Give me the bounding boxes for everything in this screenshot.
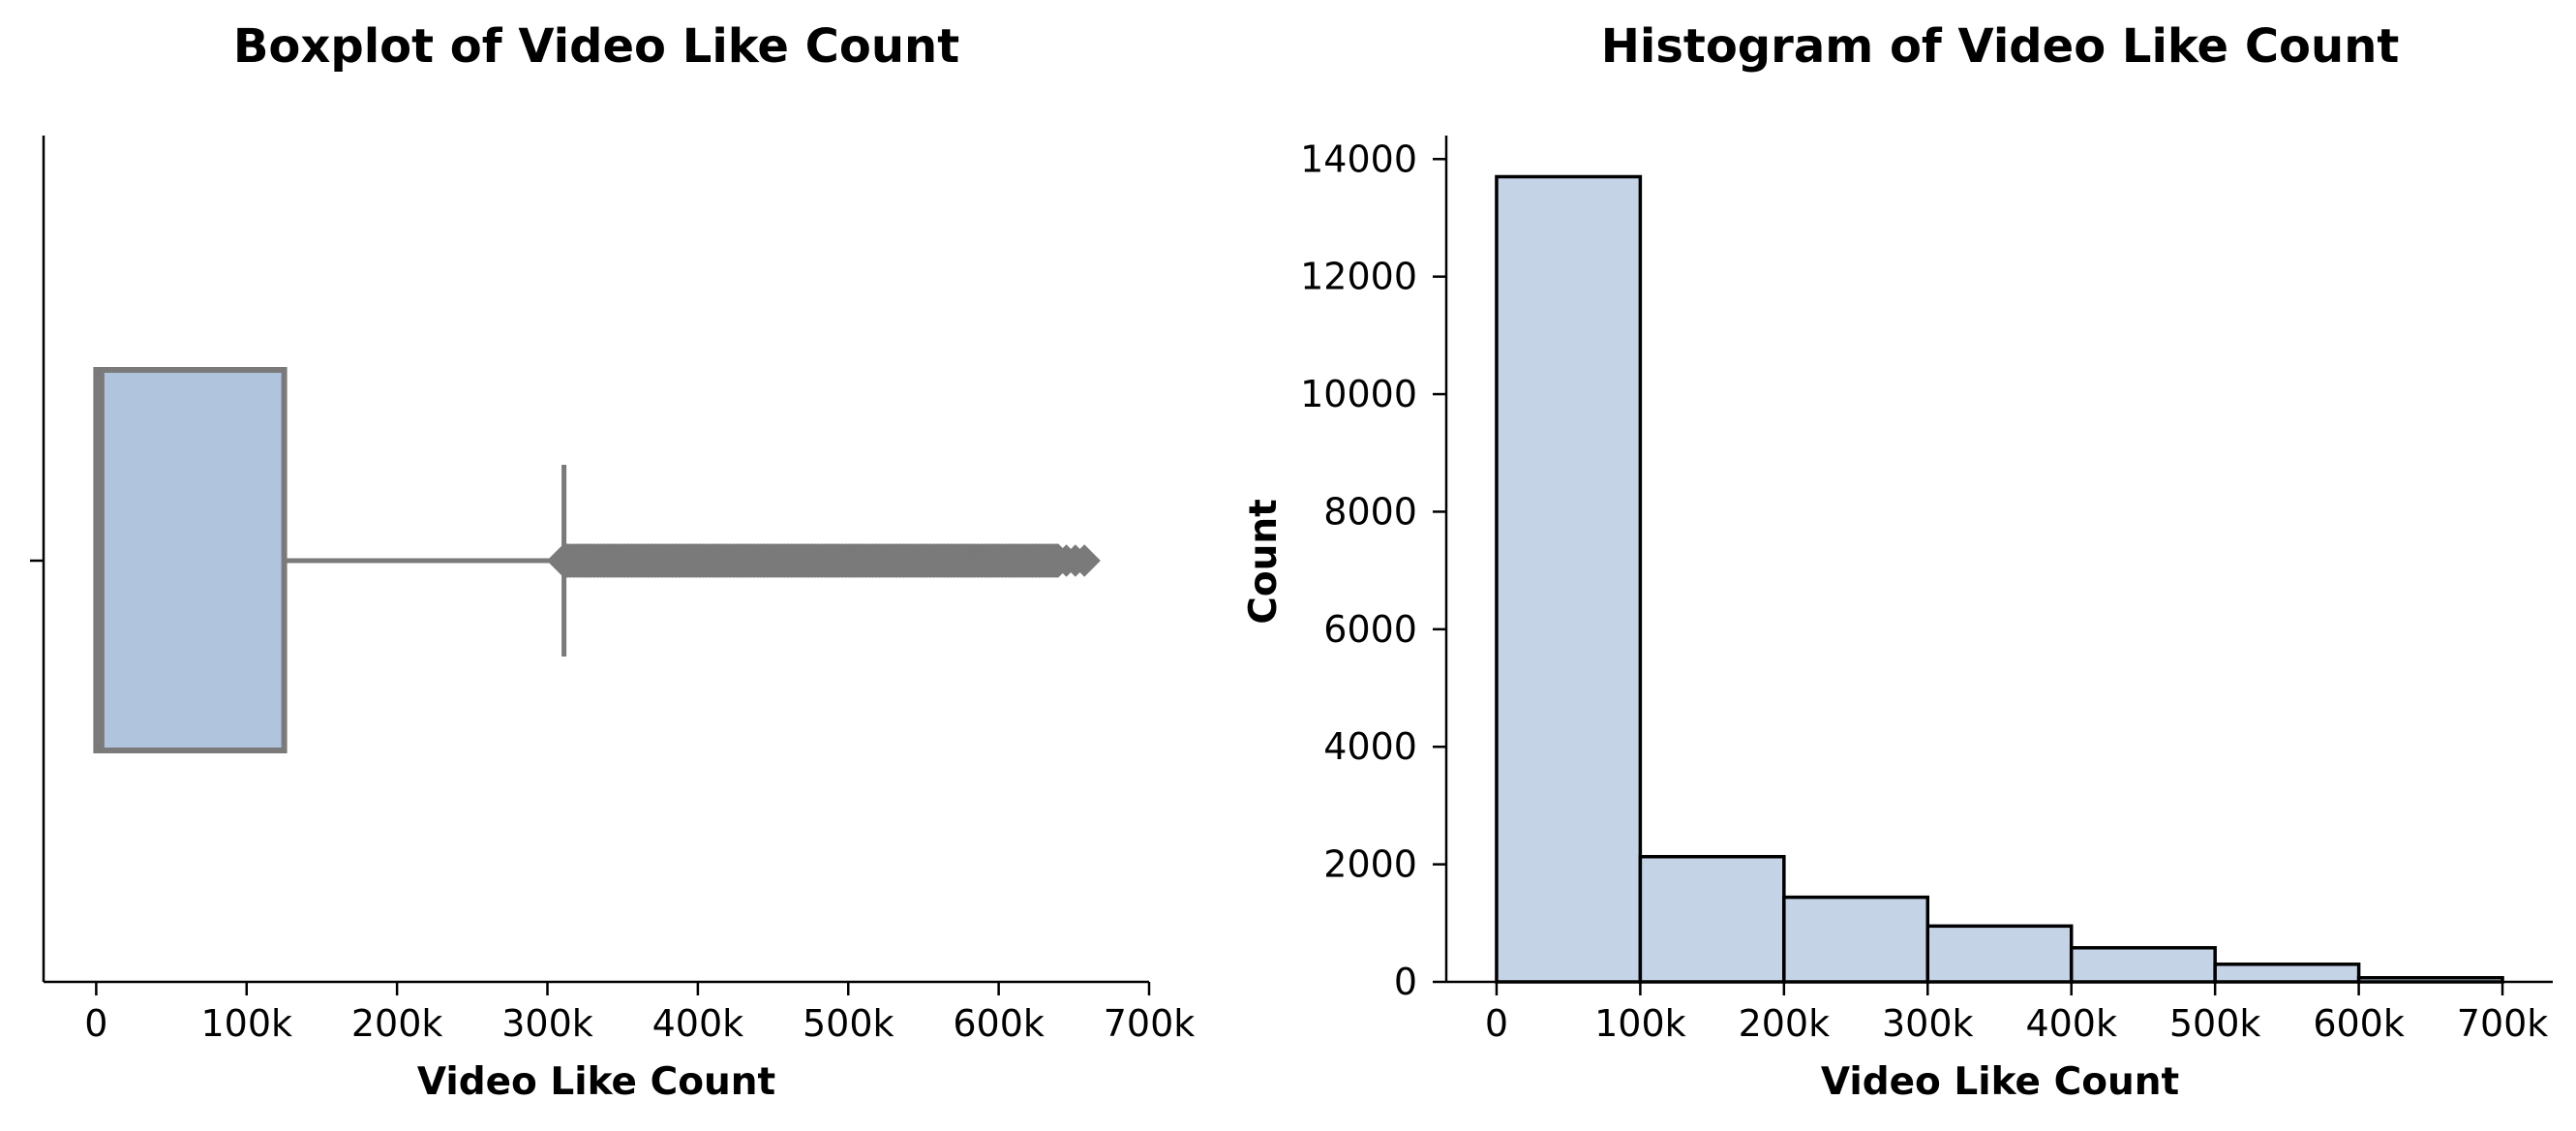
- histogram-x-tick-label: 600k: [2313, 1002, 2405, 1045]
- boxplot-x-axis-label: Video Like Count: [417, 1060, 775, 1104]
- boxplot-panel: Boxplot of Video Like Count 0 100k 200k 300…: [30, 19, 1195, 1104]
- histogram-x-tick-label: 0: [1485, 1002, 1508, 1045]
- boxplot-x-tick-label: 300k: [501, 1002, 593, 1045]
- histogram-x-ticks: 0 100k 200k 300k 400k 500k 600k 700k: [1485, 982, 2548, 1045]
- histogram-y-tick-label: 2000: [1323, 843, 1417, 886]
- histogram-y-ticks: 0 2000 4000 6000 8000 10000 12000 14000: [1300, 138, 1446, 1003]
- boxplot-x-tick-label: 0: [84, 1002, 107, 1045]
- boxplot-outliers: [546, 543, 1101, 578]
- boxplot-x-tick-label: 500k: [803, 1002, 894, 1045]
- histogram-bar: [1782, 895, 1930, 984]
- histogram-bar: [1495, 174, 1643, 984]
- histogram-x-tick-label: 200k: [1739, 1002, 1831, 1045]
- boxplot-title: Boxplot of Video Like Count: [233, 19, 959, 74]
- histogram-y-tick-label: 12000: [1300, 256, 1417, 298]
- histogram-x-tick-label: 400k: [2025, 1002, 2117, 1045]
- histogram-x-tick-label: 100k: [1594, 1002, 1686, 1045]
- boxplot-x-tick-label: 100k: [200, 1002, 292, 1045]
- histogram-x-tick-label: 500k: [2169, 1002, 2261, 1045]
- boxplot-x-tick-label: 700k: [1104, 1002, 1196, 1045]
- histogram-y-tick-label: 8000: [1323, 490, 1417, 533]
- histogram-y-tick-label: 0: [1394, 961, 1417, 1003]
- histogram-bar: [2213, 963, 2361, 984]
- histogram-y-tick-label: 4000: [1323, 725, 1417, 768]
- boxplot-x-tick-label: 200k: [351, 1002, 443, 1045]
- histogram-bar: [1925, 924, 2074, 984]
- histogram-x-axis-label: Video Like Count: [1821, 1060, 2179, 1104]
- histogram-title: Histogram of Video Like Count: [1601, 19, 2400, 74]
- histogram-panel: Histogram of Video Like Count 0 2000 4000 6…: [1242, 19, 2553, 1104]
- boxplot-outlier-point: [1068, 544, 1101, 577]
- boxplot-x-tick-label: 400k: [652, 1002, 744, 1045]
- histogram-x-tick-label: 300k: [1882, 1002, 1974, 1045]
- histogram-bars: [1495, 174, 2504, 984]
- histogram-y-tick-label: 14000: [1300, 138, 1417, 180]
- histogram-y-tick-label: 6000: [1323, 608, 1417, 651]
- histogram-bar: [2069, 946, 2217, 984]
- boxplot-body: [93, 367, 1101, 753]
- histogram-y-axis-label: Count: [1242, 499, 1286, 625]
- boxplot-x-ticks: 0 100k 200k 300k 400k 500k 600k 700k: [84, 982, 1195, 1045]
- histogram-y-tick-label: 10000: [1300, 373, 1417, 415]
- boxplot-box: [93, 367, 288, 753]
- histogram-x-tick-label: 700k: [2457, 1002, 2549, 1045]
- boxplot-x-tick-label: 600k: [953, 1002, 1045, 1045]
- histogram-bar: [1638, 854, 1786, 984]
